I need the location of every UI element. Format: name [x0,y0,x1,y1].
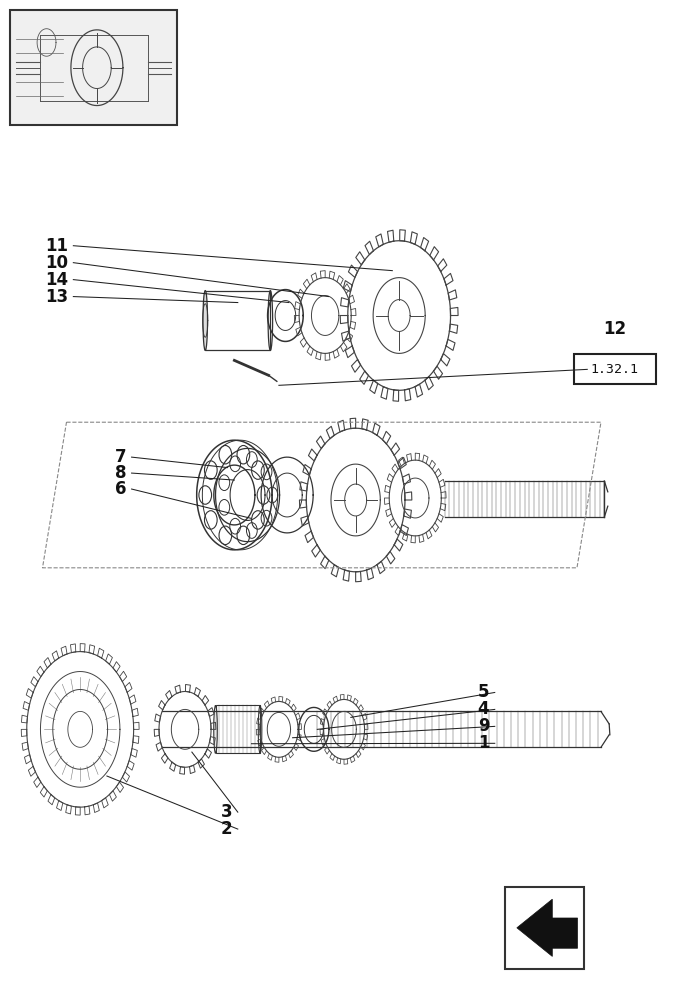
Bar [574,354,656,384]
Text: 8: 8 [115,464,126,482]
Text: 10: 10 [45,254,68,272]
Polygon shape [517,899,577,956]
Bar [215,705,260,753]
Text: 1.32.1: 1.32.1 [591,363,638,376]
Bar [10,10,178,125]
Text: 2: 2 [221,820,233,838]
Text: 14: 14 [45,271,68,289]
Text: 13: 13 [45,288,68,306]
Text: 4: 4 [477,700,489,718]
Ellipse shape [203,291,208,350]
Bar [505,887,584,969]
Text: 3: 3 [221,803,233,821]
Text: 5: 5 [477,683,489,701]
Text: 6: 6 [115,480,126,498]
Text: 1: 1 [477,734,489,752]
Text: 12: 12 [603,320,626,338]
Text: 11: 11 [45,237,68,255]
Text: 9: 9 [477,717,489,735]
Ellipse shape [214,705,217,753]
Bar [205,291,270,350]
Text: 7: 7 [114,448,126,466]
